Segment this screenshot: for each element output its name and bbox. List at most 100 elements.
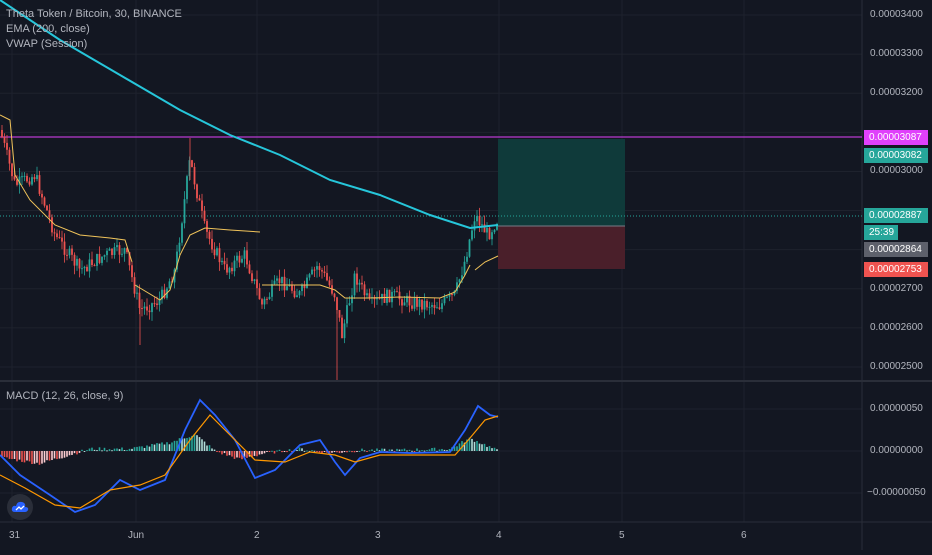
candle-body: [403, 302, 406, 306]
candle-body: [41, 193, 43, 198]
candle-body: [376, 297, 378, 300]
macd-histogram-bar: [163, 444, 166, 451]
candle-body: [106, 250, 108, 256]
candle-body: [481, 224, 483, 226]
macd-histogram-bar: [483, 443, 486, 451]
candle-body: [401, 299, 403, 306]
macd-legend: MACD (12, 26, close, 9): [6, 389, 123, 404]
candle-body: [11, 163, 13, 177]
candle-body: [436, 307, 438, 309]
chart-legend: Theta Token / Bitcoin, 30, BINANCE EMA (…: [6, 7, 182, 52]
macd-histogram-bar: [131, 448, 133, 451]
candle-body: [296, 295, 298, 298]
macd-histogram-bar: [276, 450, 278, 452]
candle-body: [138, 292, 141, 308]
macd-histogram-bar: [183, 438, 186, 451]
candle-body: [408, 295, 411, 306]
candle-body: [108, 248, 111, 251]
candle-body: [271, 284, 273, 297]
candle-body: [28, 181, 31, 185]
macd-histogram-bar: [101, 450, 103, 452]
candle-body: [211, 238, 213, 250]
macd-histogram-bar: [61, 451, 63, 459]
macd-histogram-bar: [406, 450, 408, 452]
ema-indicator-label[interactable]: EMA (200, close): [6, 23, 90, 35]
macd-histogram-bar: [103, 447, 106, 451]
candle-body: [411, 305, 413, 309]
macd-histogram-bar: [36, 451, 38, 463]
candle-body: [483, 224, 486, 233]
macd-histogram-bar: [136, 446, 138, 451]
candle-body: [406, 295, 408, 303]
macd-histogram-bar: [123, 450, 126, 452]
candle-body: [493, 229, 496, 233]
candle-body: [43, 197, 46, 206]
candle-body: [218, 248, 221, 263]
candle-body: [148, 310, 151, 313]
macd-histogram-bar: [223, 451, 226, 454]
entry-price-tag: 0.00002864: [864, 242, 928, 257]
macd-histogram-bar: [173, 440, 176, 451]
tradingview-cloud-icon: [11, 501, 29, 512]
candle-body: [353, 273, 356, 296]
macd-histogram-bar: [16, 451, 18, 462]
macd-histogram-bar: [383, 448, 386, 451]
candle-body: [421, 299, 423, 310]
candle-body: [56, 233, 58, 238]
macd-histogram-bar: [196, 435, 198, 451]
macd-histogram-bar: [73, 451, 76, 454]
macd-histogram-bar: [211, 448, 213, 451]
macd-histogram-bar: [366, 451, 368, 452]
time-tick-label: 31: [9, 530, 21, 541]
candle-body: [468, 239, 471, 257]
macd-histogram-bar: [233, 451, 236, 459]
candle-body: [163, 289, 166, 298]
candle-body: [18, 176, 21, 185]
candle-body: [428, 306, 431, 308]
macd-histogram-bar: [413, 451, 416, 452]
macd-histogram-bar: [493, 447, 496, 451]
macd-histogram-bar: [388, 449, 391, 451]
candle-body: [98, 253, 101, 263]
macd-histogram-bar: [118, 449, 121, 451]
macd-indicator-label[interactable]: MACD (12, 26, close, 9): [6, 390, 124, 402]
candle-body: [186, 176, 188, 200]
candle-body: [356, 273, 358, 285]
macd-histogram-bar: [421, 450, 423, 452]
macd-histogram-bar: [391, 449, 393, 451]
macd-line: [0, 398, 499, 513]
candle-body: [168, 281, 171, 289]
macd-histogram-bar: [463, 442, 466, 451]
vwap-indicator-label[interactable]: VWAP (Session): [6, 38, 88, 50]
macd-histogram-bar: [243, 451, 246, 458]
candle-body: [423, 300, 426, 310]
macd-histogram-bar: [96, 450, 98, 452]
macd-histogram-bar: [23, 451, 26, 463]
macd-histogram-bar: [76, 451, 78, 455]
macd-histogram-bar: [176, 440, 178, 451]
candle-body: [311, 269, 313, 275]
macd-histogram-bar: [206, 445, 208, 451]
symbol-title[interactable]: Theta Token / Bitcoin, 30, BINANCE: [6, 8, 182, 20]
tradingview-logo[interactable]: [7, 494, 33, 520]
macd-histogram-bar: [471, 438, 473, 451]
macd-histogram-bar: [41, 451, 43, 464]
candle-body: [308, 274, 311, 278]
macd-signal-line: [0, 414, 499, 509]
macd-histogram-bar: [108, 449, 111, 451]
macd-histogram-bar: [153, 444, 156, 451]
macd-histogram-bar: [146, 445, 148, 451]
vwap-line: [474, 255, 499, 271]
candle-body: [366, 293, 368, 296]
macd-histogram-bar: [251, 451, 253, 458]
macd-histogram-bar: [313, 450, 316, 452]
candle-body: [111, 248, 113, 255]
candle-body: [136, 292, 138, 294]
macd-histogram-bar: [228, 451, 231, 456]
candle-body: [226, 264, 228, 273]
candle-body: [273, 280, 276, 285]
candle-body: [21, 176, 23, 178]
macd-histogram-bar: [446, 450, 448, 452]
